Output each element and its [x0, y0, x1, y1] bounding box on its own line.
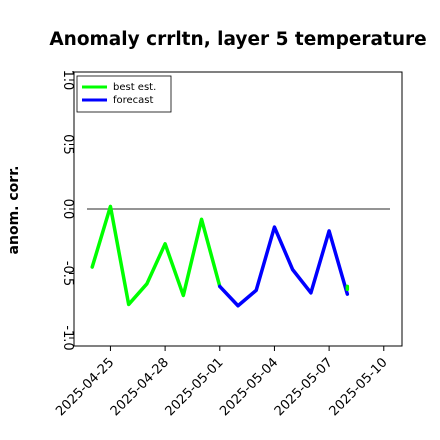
y-axis-label: anom. corr.: [6, 166, 22, 255]
legend: best est. forecast: [76, 75, 172, 113]
x-tick-label: 2025-05-10: [327, 355, 391, 419]
series-line-1: [218, 225, 350, 308]
chart-title: Anomaly crrltn, layer 5 temperature: [49, 29, 426, 50]
y-tick-label: 0.0: [60, 199, 75, 220]
legend-box: [76, 75, 172, 113]
y-tick-label: 0.5: [60, 134, 75, 155]
y-tick-label: -1.0: [60, 325, 75, 350]
y-tick-label: -0.5: [60, 261, 75, 286]
legend-label-best-est: best est.: [113, 82, 156, 93]
series-line-0: [90, 204, 222, 307]
legend-label-forecast: forecast: [113, 95, 154, 106]
y-axis: -1.0 -0.5 0.0 0.5 1.0: [60, 70, 75, 351]
series-layer: [90, 204, 350, 308]
x-axis: 2025-04-252025-04-282025-05-012025-05-04…: [53, 346, 391, 419]
y-tick-label: 1.0: [60, 70, 75, 91]
